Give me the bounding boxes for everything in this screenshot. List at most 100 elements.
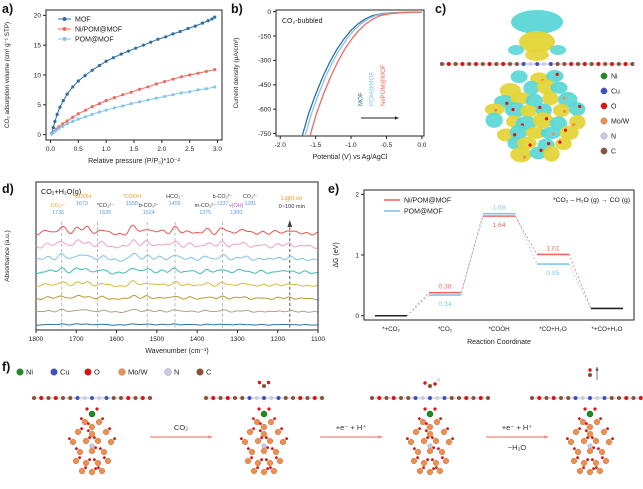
isosurface-blob [555, 137, 572, 151]
chain-atom [428, 396, 432, 400]
mo-w-atom [95, 419, 102, 426]
mo-w-atom [571, 457, 578, 464]
chain-atom [312, 396, 317, 400]
mo-w-atom [76, 448, 83, 455]
energy-connector [568, 254, 592, 309]
o-atom [252, 417, 255, 420]
data-marker [65, 122, 69, 126]
o-atom [113, 437, 116, 440]
panel-e-free-energy-diagram: 0 1 2 0.38 0.34 1.68 1.64 1.01 0.85 Ni/POM@MOF POM… [333, 189, 635, 346]
mo-w-atom [587, 430, 594, 437]
peak-species-label: m-CO₃²⁻ [195, 203, 216, 209]
o-atom [285, 437, 288, 440]
o-atom [271, 447, 274, 450]
data-marker [141, 43, 146, 47]
data-marker [156, 37, 160, 41]
o-atom [611, 437, 614, 440]
data-marker [188, 73, 192, 77]
energy-connector [514, 213, 538, 265]
mo-w-atom [254, 459, 261, 466]
y-tick-label: -150 [258, 33, 271, 40]
o-atom [75, 447, 78, 450]
mo-w-atom [577, 467, 584, 474]
o-atom [439, 417, 442, 420]
mo-w-atom [246, 428, 253, 435]
cluster-atom [578, 104, 582, 109]
legend-label: O [611, 104, 617, 111]
data-marker [65, 119, 69, 123]
mo-w-atom [587, 468, 594, 475]
o-atom [432, 467, 435, 470]
light-on-label: Light on [281, 196, 302, 202]
mo-w-atom [408, 438, 415, 445]
x-tick-label: -2.0 [275, 142, 287, 149]
o-atom [441, 456, 444, 459]
n-atom [89, 443, 95, 449]
y-tick-label: -600 [258, 106, 271, 113]
panel-label-e: e) [328, 182, 340, 196]
data-marker [179, 75, 183, 79]
data-marker [90, 112, 94, 116]
chain-atom [449, 396, 454, 400]
data-marker [104, 108, 108, 112]
data-marker [111, 56, 115, 60]
x-tick-label: *CO+H₂O [539, 326, 567, 333]
x-tick-label: 1300 [230, 336, 245, 343]
o-atom [259, 422, 262, 425]
isotherm-curve [51, 69, 215, 135]
isosurface-blob [519, 31, 555, 53]
chain-atom [133, 396, 138, 400]
legend-atom-swatch [196, 368, 204, 376]
chain-atom [486, 396, 490, 400]
o-atom [586, 436, 589, 439]
o-atom [93, 458, 96, 461]
chain-atom [370, 396, 374, 400]
o-atom [426, 458, 429, 461]
chain-atom [435, 396, 440, 400]
o-atom [260, 436, 263, 439]
peak-wavenumber-label: 1673 [76, 201, 88, 207]
data-marker [186, 26, 190, 31]
isosurface-blob [523, 80, 540, 96]
data-marker [52, 130, 56, 134]
isosurface-blob [510, 70, 528, 84]
chain-atom [32, 396, 36, 400]
y-tick-label: 0 [355, 313, 359, 320]
mo-w-atom [587, 424, 594, 431]
y-tick-label: -450 [258, 82, 271, 89]
peak-species-label: CO₃²⁻ [243, 194, 258, 200]
o-atom [592, 467, 595, 470]
mo-w-atom [413, 428, 420, 435]
arrow-head [208, 435, 212, 439]
data-marker [164, 35, 168, 39]
data-marker [196, 71, 200, 75]
mo-w-atom [575, 448, 582, 455]
peak-wavenumber-label: 1300 [230, 210, 242, 216]
y-tick-label: -750 [258, 131, 271, 138]
data-marker [146, 85, 150, 89]
x-tick-label: *+CO₂ [382, 326, 401, 333]
mo-w-atom [597, 467, 604, 474]
x-tick-label: 1500 [150, 336, 165, 343]
y-axis-label: CO₂ adsorption volume (cm³ g⁻¹ STP) [4, 22, 11, 128]
panel-label-b: b) [231, 2, 243, 16]
legend-label: O [94, 368, 100, 377]
o-atom [97, 466, 100, 469]
mo-w-atom [267, 459, 274, 466]
o-atom [578, 417, 581, 420]
mo-w-atom [253, 419, 260, 426]
condition-annotation: CO₂-bubbled [282, 18, 323, 25]
mo-w-atom [427, 424, 434, 431]
peak-wavenumber-label: 1455 [169, 201, 181, 207]
chain-atom [82, 396, 87, 400]
peak-species-label: *COOH [73, 194, 91, 200]
o-atom [576, 456, 579, 459]
mo-w-atom [72, 457, 79, 464]
mo-w-atom [271, 467, 278, 474]
data-marker [61, 124, 65, 128]
cluster-atom [257, 407, 261, 411]
data-marker [49, 132, 54, 136]
mo-w-atom [261, 430, 268, 437]
o-atom [413, 447, 416, 450]
o-atom [422, 466, 425, 469]
